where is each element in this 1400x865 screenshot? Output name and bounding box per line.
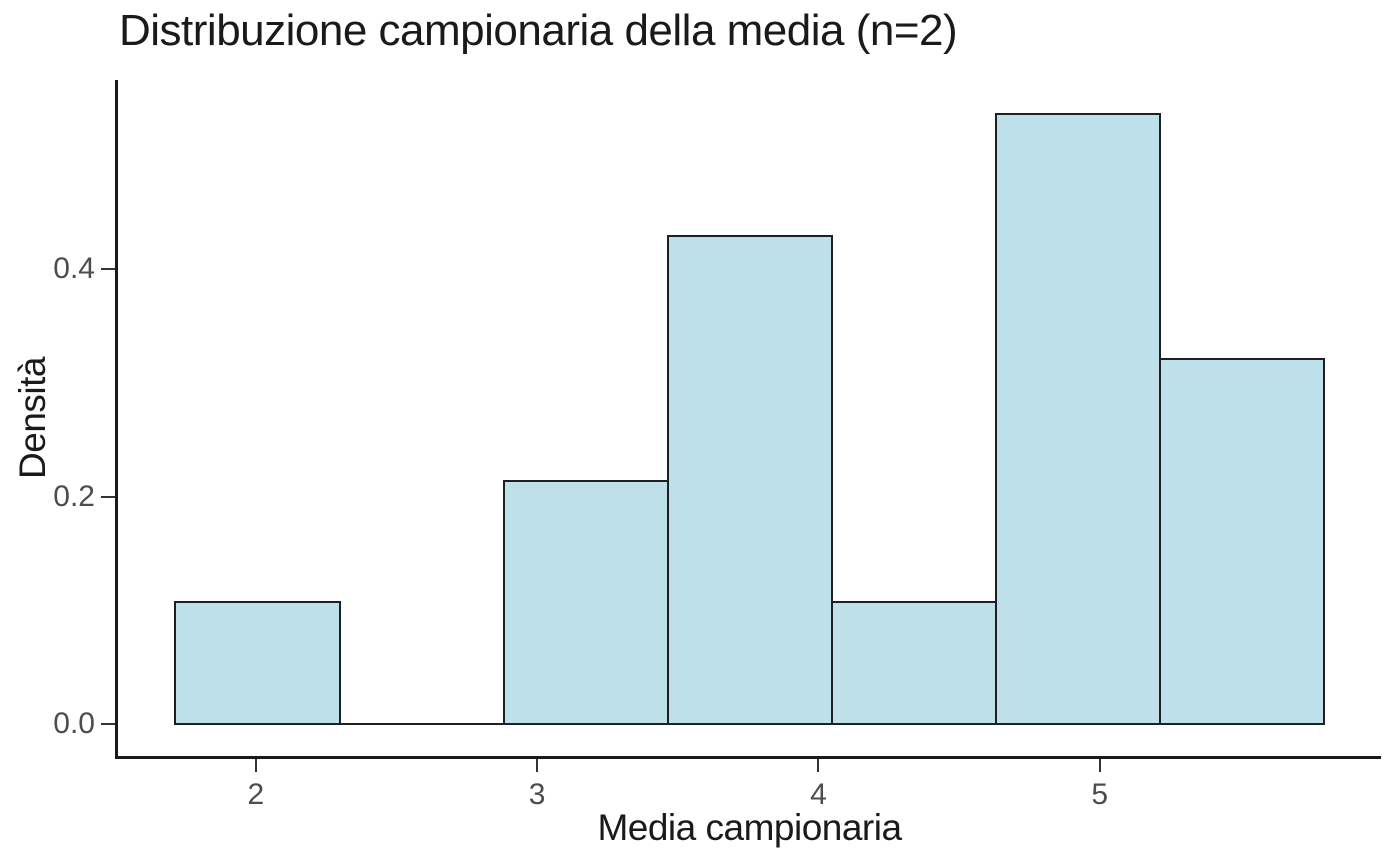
histogram-bar xyxy=(502,479,669,726)
y-tick-mark xyxy=(101,267,115,270)
y-tick-mark xyxy=(101,723,115,726)
y-tick-mark xyxy=(101,495,115,498)
chart-title: Distribuzione campionaria della media (n… xyxy=(119,6,958,55)
x-tick-mark xyxy=(536,759,539,772)
histogram-bar xyxy=(1158,357,1326,726)
x-tick-mark xyxy=(817,759,820,772)
x-tick-label: 3 xyxy=(528,778,546,811)
x-axis-title: Media campionaria xyxy=(597,807,902,848)
histogram-bar xyxy=(994,113,1161,726)
y-tick-label: 0.2 xyxy=(53,479,95,513)
y-tick-label: 0.0 xyxy=(53,707,95,741)
x-tick-label: 4 xyxy=(810,778,827,811)
histogram-bar xyxy=(174,601,341,726)
histogram-bar xyxy=(830,601,997,726)
y-tick-label: 0.4 xyxy=(53,251,95,285)
x-tick-label: 2 xyxy=(247,778,265,811)
x-tick-mark xyxy=(254,759,257,772)
x-tick-label: 5 xyxy=(1091,778,1109,811)
histogram-bar-zero xyxy=(338,723,505,726)
x-tick-mark xyxy=(1098,759,1101,772)
plot-panel xyxy=(115,80,1381,759)
histogram-bar xyxy=(666,234,833,726)
y-axis-title: Densità xyxy=(12,357,53,479)
